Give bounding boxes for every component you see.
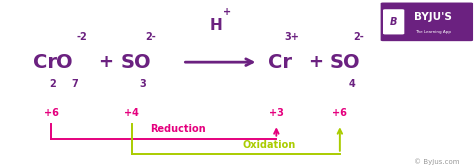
Text: The Learning App: The Learning App	[415, 30, 451, 34]
FancyBboxPatch shape	[383, 9, 404, 34]
Text: +: +	[98, 53, 113, 71]
Text: Oxidation: Oxidation	[242, 140, 296, 150]
Text: 2-: 2-	[354, 32, 365, 42]
Text: Reduction: Reduction	[150, 123, 206, 134]
Text: -2: -2	[77, 32, 88, 42]
Text: B: B	[390, 17, 397, 27]
FancyBboxPatch shape	[381, 3, 473, 41]
Text: +6: +6	[44, 108, 59, 118]
Text: 3+: 3+	[285, 32, 300, 42]
Text: O: O	[56, 53, 73, 72]
Text: +: +	[222, 7, 231, 17]
Text: SO: SO	[329, 53, 360, 72]
Text: +4: +4	[124, 108, 139, 118]
Text: 3: 3	[140, 79, 146, 89]
Text: +: +	[308, 53, 323, 71]
Text: Cr: Cr	[268, 53, 292, 72]
Text: BYJU'S: BYJU'S	[414, 12, 452, 22]
Text: 7: 7	[71, 79, 78, 89]
Text: 4: 4	[348, 79, 355, 89]
Text: © Byjus.com: © Byjus.com	[414, 158, 460, 165]
Text: +3: +3	[269, 108, 284, 118]
Text: +6: +6	[332, 108, 347, 118]
Text: 2: 2	[49, 79, 56, 89]
Text: Cr: Cr	[33, 53, 57, 72]
Text: SO: SO	[121, 53, 152, 72]
Text: H: H	[210, 18, 222, 33]
Text: 2-: 2-	[145, 32, 156, 42]
